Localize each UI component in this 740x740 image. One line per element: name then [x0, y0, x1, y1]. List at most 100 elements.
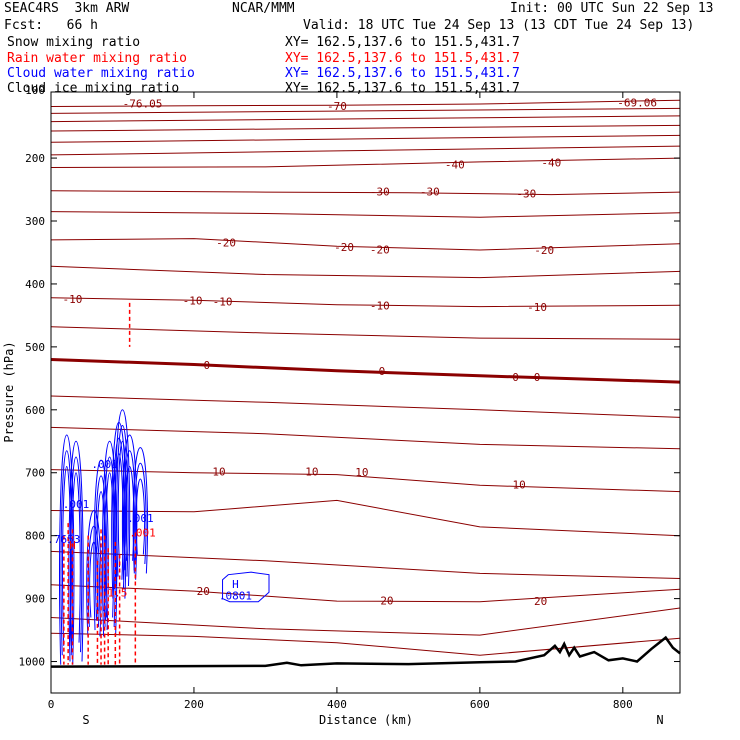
cloud-water-contour	[117, 440, 128, 568]
x-tick-label: 800	[613, 698, 633, 711]
y-tick-label: 200	[25, 152, 45, 165]
y-tick-label: 1000	[19, 656, 46, 669]
contour-label: 0	[379, 365, 386, 378]
cloud-water-label: H	[232, 578, 239, 591]
contour-label: -30	[370, 185, 390, 198]
cloud-water-contour	[69, 456, 83, 653]
contour-label: 20	[534, 595, 547, 608]
cloud-water-contour	[60, 450, 73, 656]
cloud-water-label: .001	[127, 512, 154, 525]
contour-label: -10	[183, 294, 203, 307]
contour-label: 0	[512, 371, 519, 384]
y-tick-label: 300	[25, 215, 45, 228]
y-tick-label: 100	[25, 84, 45, 97]
temperature-contour	[50, 607, 681, 636]
y-tick-label: 500	[25, 341, 45, 354]
contour-label: -30	[420, 185, 440, 198]
cloud-water-contour	[112, 437, 126, 590]
temperature-contour	[50, 426, 681, 450]
field-label-snow: Snow mixing ratio	[7, 35, 141, 50]
temperature-contour	[50, 584, 681, 603]
field-xy-snow: XY= 162.5,137.6 to 151.5,431.7	[285, 35, 520, 50]
contour-label: -10	[213, 296, 233, 309]
contour-label: -20	[334, 241, 354, 254]
model-title: SEAC4RS 3km ARW	[4, 1, 130, 16]
y-tick-label: 800	[25, 530, 45, 543]
temperature-contour	[50, 358, 681, 384]
contour-label: 0	[204, 359, 211, 372]
forecast-hour: Fcst: 66 h	[4, 18, 98, 33]
cloud-water-contour	[124, 465, 135, 561]
y-tick-label: 400	[25, 278, 45, 291]
valid-time: Valid: 18 UTC Tue 24 Sep 13 (13 CDT Tue …	[303, 18, 695, 33]
contour-label: -69.06	[617, 97, 657, 110]
temperature-contour	[50, 99, 681, 107]
x-axis-title: Distance (km)	[319, 713, 413, 727]
y-tick-label: 700	[25, 467, 45, 480]
contour-label: -20	[370, 243, 390, 256]
contour-label: -76.05	[123, 97, 163, 110]
cloud-water-contour	[132, 447, 149, 574]
start-label: S	[82, 713, 89, 727]
contour-label: -40	[445, 158, 465, 171]
rain-label: 1.5	[108, 586, 128, 599]
temperature-contour	[50, 265, 681, 279]
x-tick-label: 600	[470, 698, 490, 711]
contour-label: -70	[327, 100, 347, 113]
field-label-rain: Rain water mixing ratio	[7, 51, 188, 66]
contour-label: 10	[305, 465, 318, 478]
plot-frame	[50, 91, 681, 694]
x-tick-label: 400	[327, 698, 347, 711]
cloud-water-label: .0801	[219, 589, 252, 602]
cloud-water-contour	[61, 465, 72, 646]
contour-label: -30	[516, 187, 536, 200]
cloud-water-contour	[134, 462, 147, 565]
temperature-contour	[50, 550, 681, 579]
contour-label: 0	[534, 371, 541, 384]
contour-label: -10	[527, 301, 547, 314]
contour-label: -20	[534, 244, 554, 257]
y-tick-label: 600	[25, 404, 45, 417]
cloud-water-contour	[93, 459, 109, 631]
center-label: NCAR/MMM	[232, 1, 295, 16]
contour-label: 20	[197, 585, 210, 598]
contour-label: -10	[370, 299, 390, 312]
cloud-water-contour	[114, 409, 131, 587]
rain-label: H	[69, 539, 76, 552]
temperature-contour	[50, 395, 681, 418]
x-tick-label: 200	[184, 698, 204, 711]
cloud-water-contour	[116, 425, 129, 577]
terrain-line	[50, 635, 681, 668]
contour-label: -20	[216, 236, 236, 249]
temperature-contour	[50, 115, 681, 123]
init-time: Init: 00 UTC Sun 22 Sep 13	[510, 1, 714, 16]
temperature-contour	[50, 124, 681, 132]
field-label-cloud-water: Cloud water mixing ratio	[7, 66, 195, 81]
temperature-contour	[50, 107, 681, 114]
temperature-contour	[50, 469, 681, 493]
temperature-contour	[50, 134, 681, 143]
y-axis-title: Pressure (hPa)	[2, 341, 16, 442]
temperature-contour	[50, 297, 681, 308]
temperature-contour	[50, 211, 681, 218]
cloud-water-contour	[114, 453, 124, 580]
cloud-water-contour	[121, 434, 138, 580]
contour-label: 10	[212, 465, 225, 478]
temperature-contour	[50, 190, 681, 196]
cloud-water-contour	[94, 475, 108, 621]
contour-label: 10	[355, 466, 368, 479]
rain-label: .001	[129, 527, 156, 540]
temperature-contour	[50, 326, 681, 340]
x-tick-label: 0	[48, 698, 55, 711]
contour-label: 10	[513, 479, 526, 492]
cloud-water-contour	[222, 571, 270, 603]
cloud-water-contour	[123, 450, 136, 571]
contour-label: -40	[541, 156, 561, 169]
temperature-contour	[50, 145, 681, 156]
field-xy-rain: XY= 162.5,137.6 to 151.5,431.7	[285, 51, 520, 66]
temperature-contour	[50, 632, 681, 656]
contour-label: 20	[380, 594, 393, 607]
end-label: N	[656, 713, 663, 727]
temperature-contour	[50, 157, 681, 168]
